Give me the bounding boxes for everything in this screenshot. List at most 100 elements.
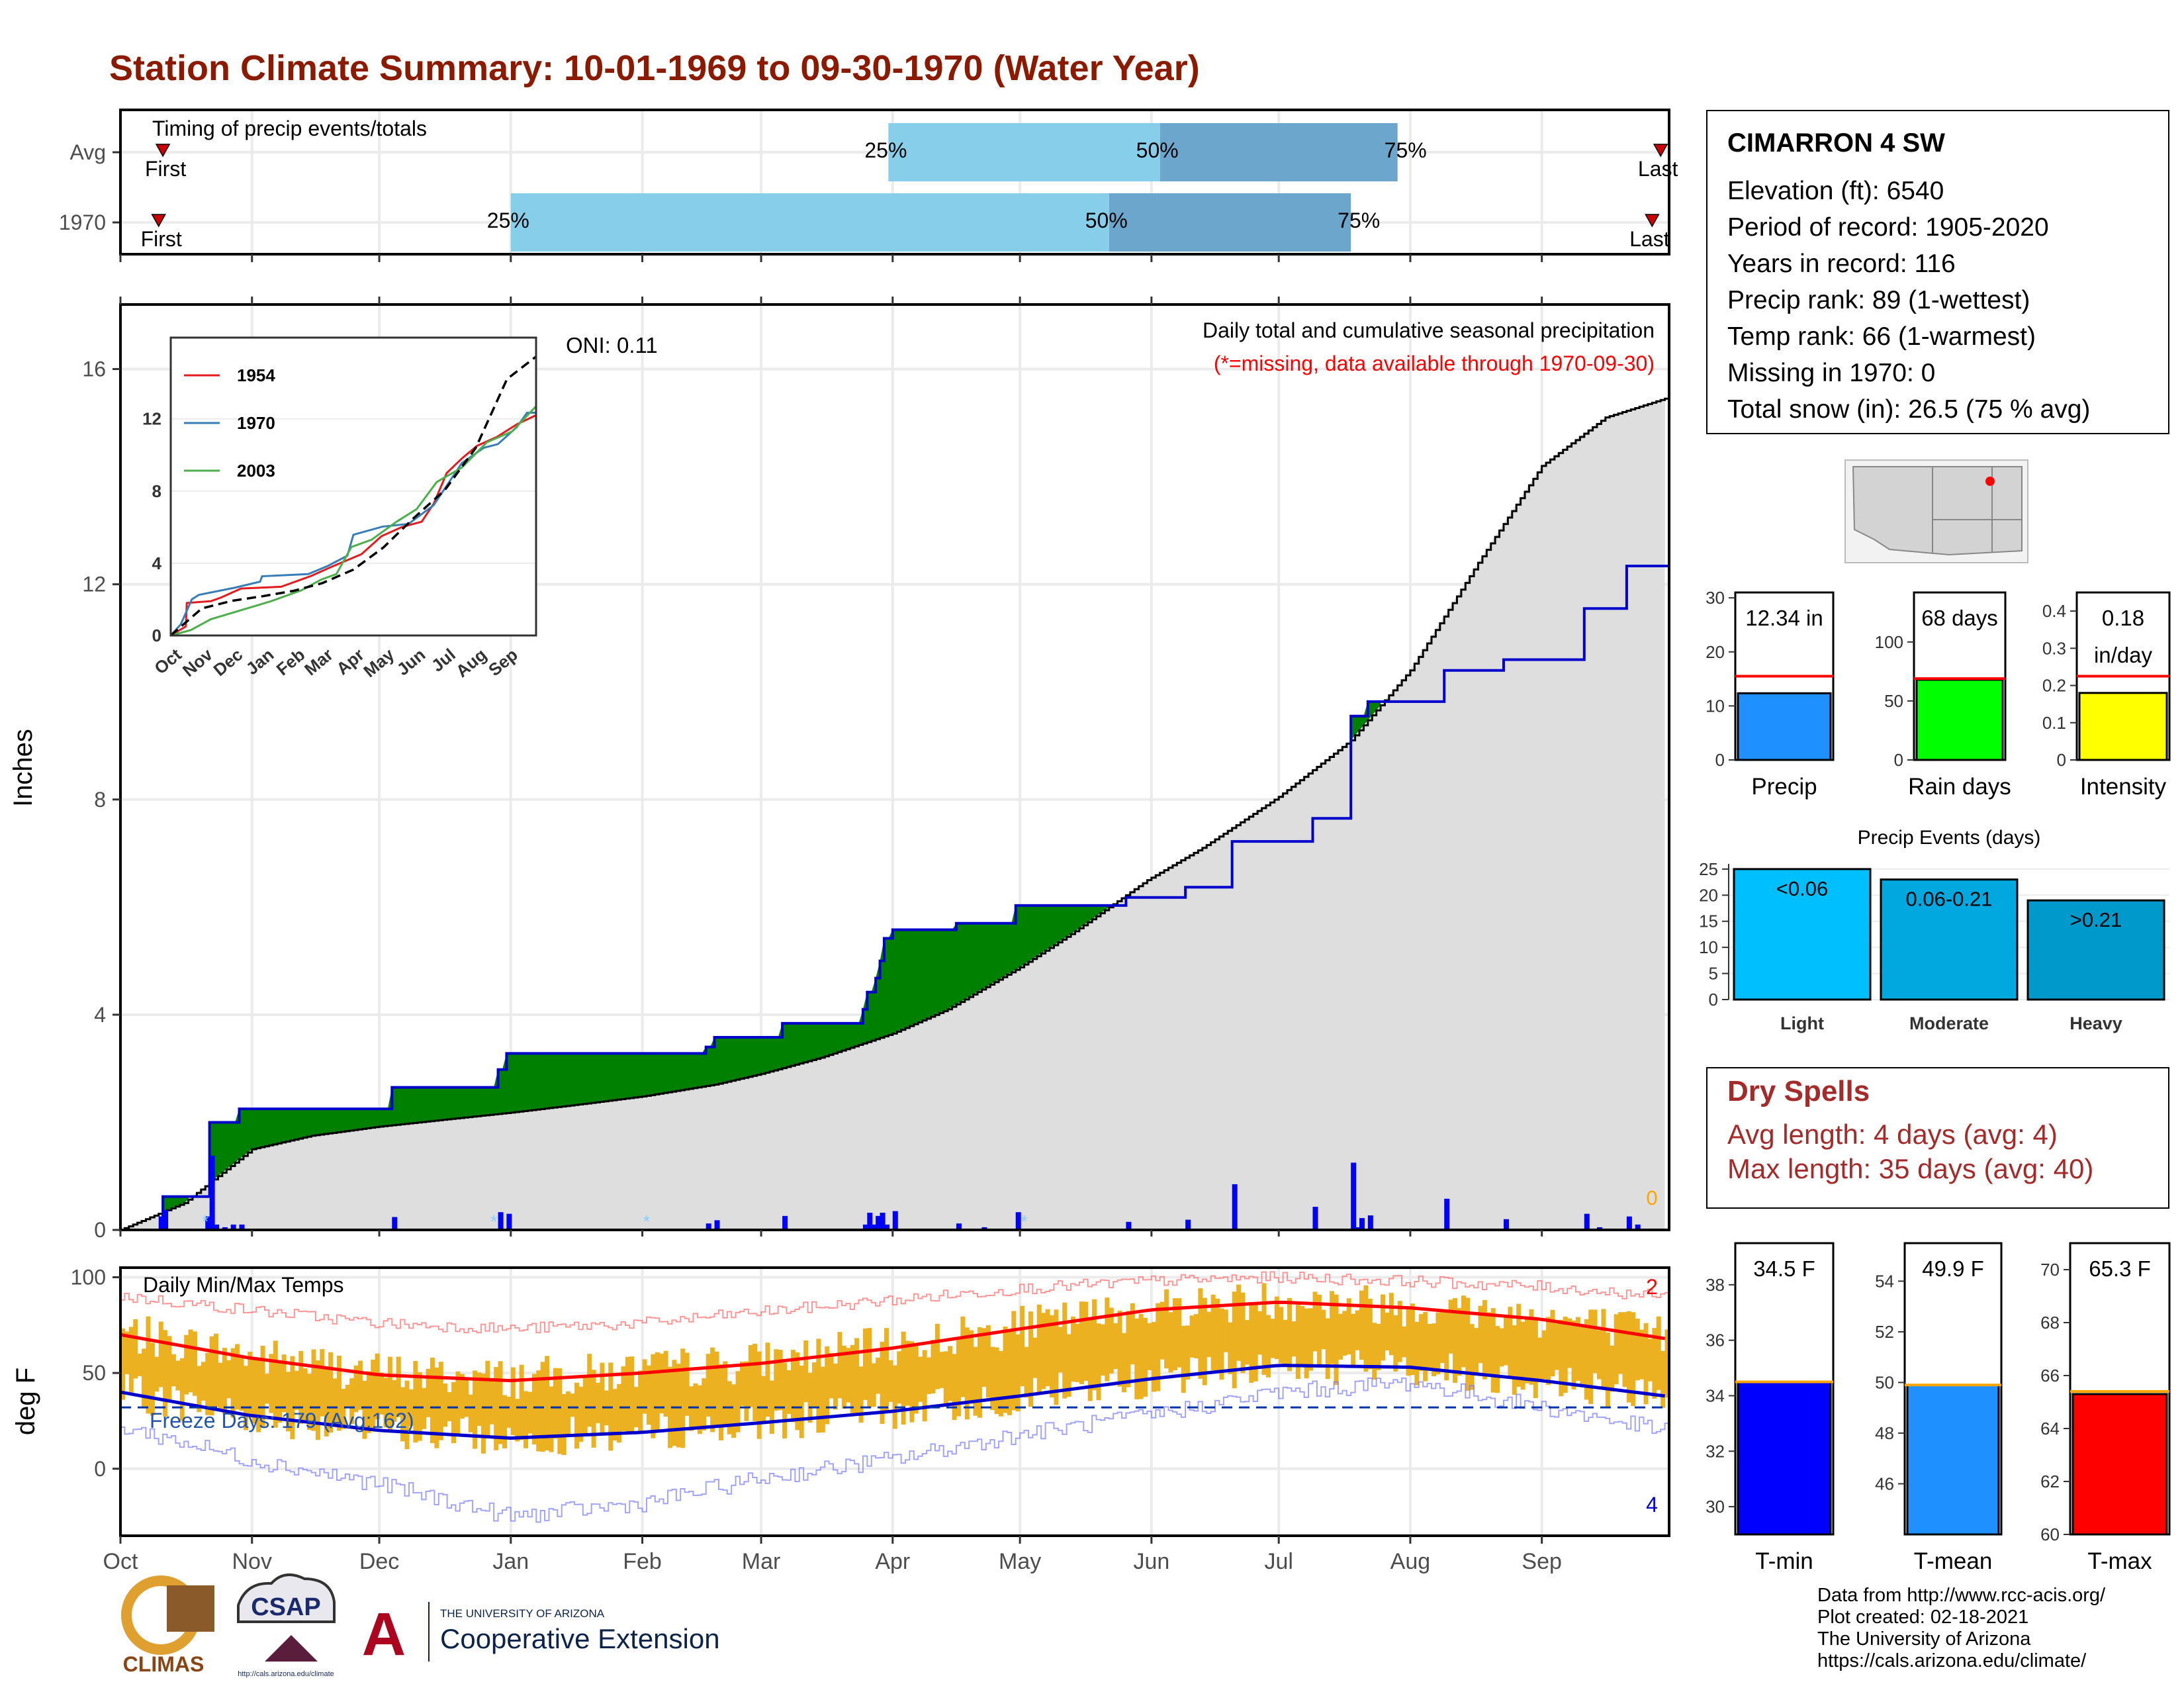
t-min-tick-label: 34 xyxy=(1706,1385,1725,1405)
station-info-line: Years in record: 116 xyxy=(1727,250,1956,278)
events-title: Precip Events (days) xyxy=(1858,827,2041,849)
daily-precip-bar xyxy=(1597,1227,1603,1230)
daily-temp-bar xyxy=(527,1391,533,1434)
station-location-dot xyxy=(1985,477,1995,486)
daily-temp-bar xyxy=(1172,1298,1177,1371)
y-tick-label: 4 xyxy=(94,1003,106,1027)
daily-temp-bar xyxy=(392,1380,397,1422)
daily-temp-bar xyxy=(294,1370,299,1410)
daily-temp-bar xyxy=(230,1348,236,1418)
daily-precip-bar xyxy=(880,1212,886,1230)
daily-temp-bar xyxy=(1423,1311,1428,1382)
daily-temp-bar xyxy=(315,1360,320,1440)
month-label: Nov xyxy=(232,1549,272,1574)
daily-temp-bar xyxy=(311,1349,316,1431)
daily-temp-bar xyxy=(422,1387,427,1429)
daily-temp-bar xyxy=(884,1328,889,1412)
daily-temp-bar xyxy=(1359,1290,1365,1360)
daily-temp-bar xyxy=(120,1328,126,1400)
daily-temp-bar xyxy=(1011,1311,1017,1411)
daily-temp-bar xyxy=(1588,1309,1594,1404)
daily-temp-bar xyxy=(1334,1294,1339,1385)
daily-temp-bar xyxy=(1541,1330,1547,1380)
daily-temp-bar xyxy=(587,1354,592,1427)
precip-panel-subtitle: (*=missing, data available through 1970-… xyxy=(1214,352,1655,375)
t-max-tick-label: 70 xyxy=(2040,1260,2060,1280)
inset-series-2003 xyxy=(170,405,537,637)
daily-temp-bar xyxy=(1652,1328,1657,1399)
timing-quartile-bar xyxy=(1109,193,1351,252)
daily-temp-bar xyxy=(1482,1299,1487,1380)
timing-quartile-bar xyxy=(1160,123,1398,181)
daily-precip-bar xyxy=(498,1212,504,1230)
daily-temp-bar xyxy=(201,1362,206,1401)
daily-precip-bar xyxy=(1312,1207,1318,1230)
daily-temp-bar xyxy=(1274,1296,1279,1360)
daily-temp-bar xyxy=(1054,1309,1059,1405)
inset-x-tick-label: Aug xyxy=(452,645,490,681)
t-mean-tick-label: 52 xyxy=(1875,1322,1894,1342)
daily-temp-bar xyxy=(400,1387,406,1442)
inset-x-tick-label: May xyxy=(359,644,398,681)
daily-temp-bar xyxy=(1083,1301,1089,1382)
daily-temp-bar xyxy=(969,1330,974,1404)
above-average-fill xyxy=(163,1196,189,1212)
temp-y-tick-label: 50 xyxy=(82,1361,106,1385)
daily-temp-bar xyxy=(854,1338,860,1415)
intensity-value-label2: in/day xyxy=(2094,643,2153,667)
daily-temp-bar xyxy=(1346,1298,1351,1355)
daily-temp-bar xyxy=(1622,1312,1627,1387)
daily-precip-bar xyxy=(1367,1215,1373,1230)
inset-legend-label: 1970 xyxy=(237,413,275,433)
daily-temp-bar xyxy=(1325,1318,1330,1380)
daily-temp-bar xyxy=(1270,1319,1275,1358)
rain-days-bar xyxy=(1915,679,2004,761)
daily-temp-bar xyxy=(341,1389,346,1429)
daily-temp-bar xyxy=(876,1357,881,1394)
normal-max-line xyxy=(120,1300,1665,1383)
daily-temp-bar xyxy=(413,1360,418,1443)
daily-precip-bar xyxy=(1444,1198,1450,1230)
daily-temp-bar xyxy=(1215,1298,1220,1372)
credit-line: Data from http://www.rcc-acis.org/ xyxy=(1817,1585,2106,1606)
daily-temp-bar xyxy=(596,1382,601,1423)
daily-temp-bar xyxy=(205,1352,210,1415)
daily-temp-bar xyxy=(387,1356,392,1432)
daily-temp-bar xyxy=(909,1341,915,1423)
intensity-name: Intensity xyxy=(2080,774,2167,800)
snow-marker: * xyxy=(643,1211,650,1231)
daily-temp-bar xyxy=(1308,1308,1314,1371)
intensity-tick-label: 0.2 xyxy=(2042,676,2066,696)
daily-temp-bar xyxy=(1381,1294,1386,1361)
daily-temp-bar xyxy=(846,1348,851,1403)
daily-temp-bar xyxy=(371,1359,376,1430)
daily-temp-bar xyxy=(142,1348,147,1408)
daily-temp-bar xyxy=(934,1323,940,1389)
ua-logo-small-text: THE UNIVERSITY OF ARIZONA xyxy=(440,1607,605,1620)
daily-precip-bar xyxy=(392,1217,398,1230)
daily-precip-bar xyxy=(205,1216,211,1230)
daily-temp-bar xyxy=(519,1364,524,1440)
inset-background xyxy=(171,338,536,635)
daily-temp-bar xyxy=(1529,1309,1534,1385)
daily-temp-bar xyxy=(833,1363,839,1410)
daily-temp-bar xyxy=(1372,1323,1377,1380)
daily-precip-bar xyxy=(714,1220,720,1230)
month-label: May xyxy=(999,1549,1041,1574)
daily-temp-bar xyxy=(697,1385,702,1434)
intensity-tick-label: 0.3 xyxy=(2042,638,2066,658)
daily-temp-bar xyxy=(1168,1312,1173,1373)
daily-temp-bar xyxy=(693,1383,698,1428)
daily-temp-bar xyxy=(786,1370,792,1415)
daily-temp-bar xyxy=(702,1378,707,1430)
month-label: Sep xyxy=(1522,1549,1562,1574)
daily-temp-bar xyxy=(260,1346,265,1429)
daily-temp-bar xyxy=(1435,1312,1441,1375)
precip-total-value-label: 12.34 in xyxy=(1745,606,1823,630)
intensity-value-label: 0.18 xyxy=(2102,606,2144,630)
daily-temp-bar xyxy=(1228,1322,1233,1374)
daily-temp-bar xyxy=(1113,1323,1118,1370)
daily-temp-bar xyxy=(1316,1294,1322,1368)
t-min-value-label: 34.5 F xyxy=(1753,1256,1815,1281)
daily-temp-bar xyxy=(1202,1297,1207,1385)
